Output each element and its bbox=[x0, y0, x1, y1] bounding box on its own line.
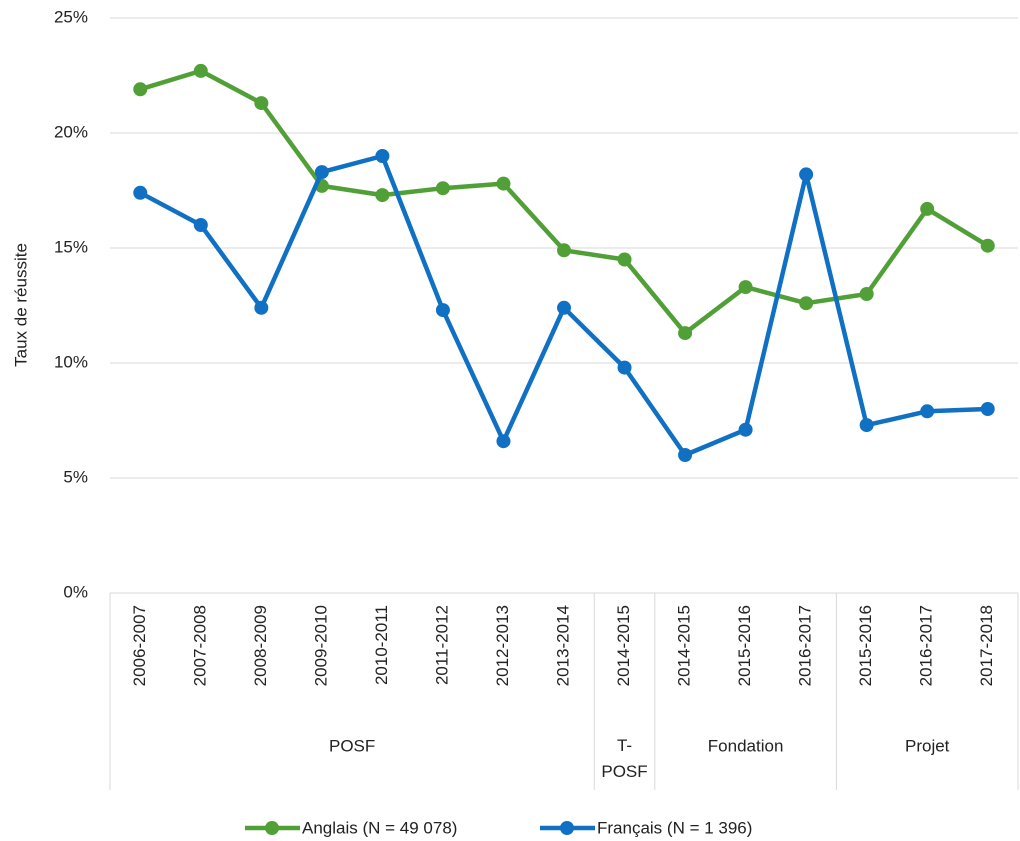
legend-label: Anglais (N = 49 078) bbox=[302, 818, 457, 837]
point bbox=[133, 82, 148, 97]
y-tick-label: 5% bbox=[63, 467, 88, 486]
point bbox=[314, 165, 329, 180]
group-label: POSF bbox=[329, 736, 375, 755]
y-tick-label: 15% bbox=[54, 237, 88, 256]
point bbox=[738, 422, 753, 437]
x-tick-label: 2010-2011 bbox=[372, 605, 391, 685]
x-tick-label: 2015-2016 bbox=[735, 605, 754, 686]
point bbox=[133, 185, 148, 200]
x-tick-label: 2014-2015 bbox=[675, 605, 694, 686]
y-tick-label: 20% bbox=[54, 122, 88, 141]
point bbox=[799, 296, 814, 311]
y-axis-label: Taux de réussite bbox=[11, 243, 30, 367]
x-tick-label: 2009-2010 bbox=[311, 605, 330, 686]
point bbox=[254, 96, 269, 111]
x-tick-label: 2006-2007 bbox=[130, 605, 149, 686]
point bbox=[193, 218, 208, 232]
x-tick-label: 2017-2018 bbox=[977, 605, 996, 686]
point bbox=[557, 300, 571, 315]
x-tick-label: 2011-2012 bbox=[432, 605, 451, 685]
point bbox=[980, 402, 995, 416]
point bbox=[678, 326, 693, 341]
point bbox=[920, 201, 935, 216]
point bbox=[557, 243, 571, 258]
legend-marker bbox=[265, 821, 279, 835]
x-tick-label: 2014-2015 bbox=[614, 605, 633, 686]
point bbox=[617, 360, 632, 375]
point bbox=[496, 176, 511, 191]
point bbox=[980, 238, 995, 253]
group-label: Projet bbox=[905, 736, 950, 755]
y-tick-label: 25% bbox=[54, 7, 88, 26]
group-label: Fondation bbox=[708, 736, 784, 755]
point bbox=[920, 404, 935, 419]
point bbox=[617, 252, 632, 267]
point bbox=[254, 300, 269, 315]
x-tick-label: 2016-2017 bbox=[917, 605, 936, 686]
point bbox=[435, 181, 450, 196]
point bbox=[738, 280, 753, 295]
point bbox=[375, 149, 390, 163]
point bbox=[435, 303, 450, 318]
point bbox=[799, 167, 814, 182]
point bbox=[375, 188, 390, 203]
x-tick-label: 2013-2014 bbox=[553, 605, 572, 686]
y-tick-label: 10% bbox=[54, 352, 88, 371]
legend-label: Français (N = 1 396) bbox=[597, 818, 752, 837]
y-tick-label: 0% bbox=[63, 582, 88, 601]
point bbox=[859, 287, 874, 301]
group-label: T-POSF bbox=[601, 736, 647, 781]
x-tick-label: 2016-2017 bbox=[796, 605, 815, 686]
point bbox=[193, 63, 208, 78]
point bbox=[678, 448, 693, 462]
x-tick-label: 2008-2009 bbox=[251, 605, 270, 686]
legend-marker bbox=[560, 821, 574, 835]
point bbox=[496, 434, 511, 449]
x-tick-label: 2007-2008 bbox=[190, 605, 209, 686]
point bbox=[859, 418, 874, 433]
x-tick-label: 2015-2016 bbox=[856, 605, 875, 686]
x-tick-label: 2012-2013 bbox=[493, 605, 512, 686]
